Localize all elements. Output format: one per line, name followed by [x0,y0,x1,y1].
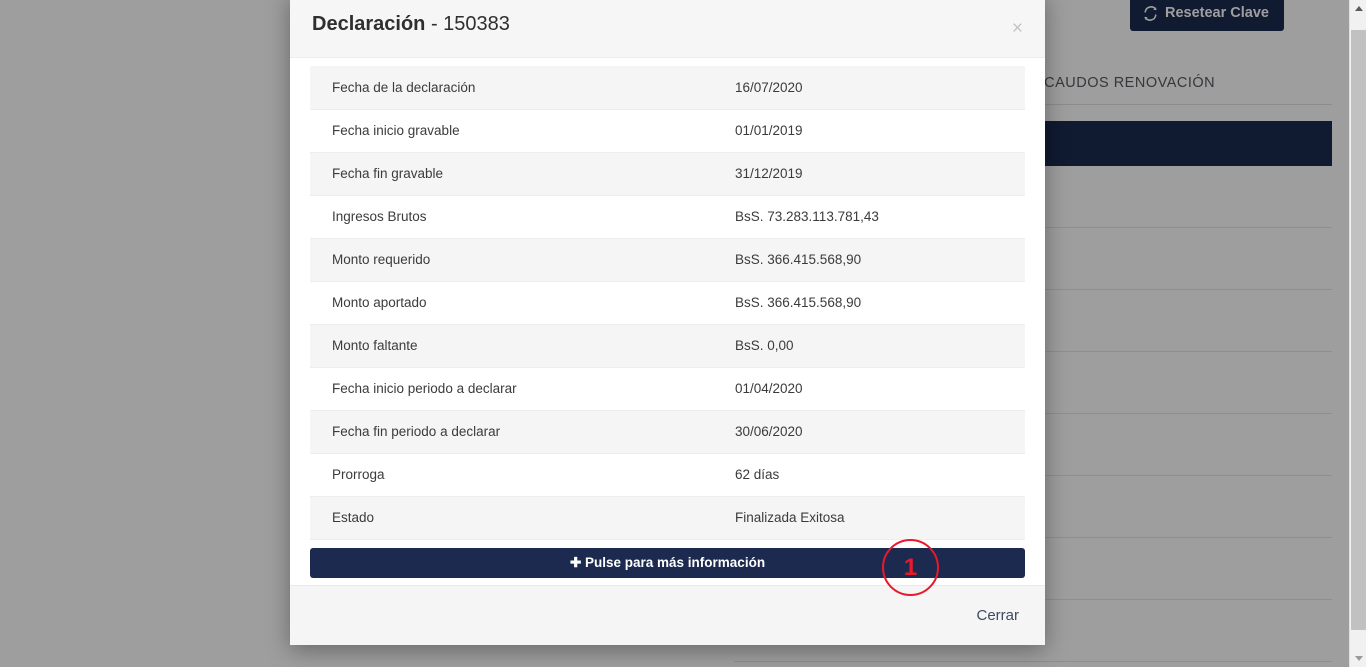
detail-value: BsS. 366.415.568,90 [735,281,1025,325]
detail-value: 31/12/2019 [735,152,1025,196]
section-title: RECAUDOS RENOVACIÓN [1023,75,1216,91]
detail-value: BsS. 73.283.113.781,43 [735,195,1025,239]
detail-label: Monto faltante [310,324,735,368]
more-info-button[interactable]: ✚ Pulse para más información [310,547,1025,578]
modal-footer: Cerrar [290,585,1045,645]
detail-label: Fecha fin gravable [310,152,735,196]
detail-row: Fecha inicio gravable 01/01/2019 [310,109,1025,153]
cerrar-button[interactable]: Cerrar [976,607,1019,624]
detail-value: 62 días [735,453,1025,497]
detail-label: Fecha inicio gravable [310,109,735,153]
detail-label: Fecha fin periodo a declarar [310,410,735,454]
detail-value: BsS. 0,00 [735,324,1025,368]
detail-row: Estado Finalizada Exitosa [310,496,1025,540]
detail-label: Monto requerido [310,238,735,282]
detail-value: 16/07/2020 [735,66,1025,110]
detail-row: Monto requerido BsS. 366.415.568,90 [310,238,1025,282]
close-icon[interactable]: × [1011,18,1023,39]
modal-body: Fecha de la declaración 16/07/2020 Fecha i… [290,58,1045,585]
reset-password-button[interactable]: Resetear Clave [1130,0,1284,31]
declaracion-detail-table: Fecha de la declaración 16/07/2020 Fecha i… [310,66,1025,540]
modal-title-bold: Declaración [312,13,426,35]
detail-row: Monto aportado BsS. 366.415.568,90 [310,281,1025,325]
detail-row: Ingresos Brutos BsS. 73.283.113.781,43 [310,195,1025,239]
page-scrollbar[interactable] [1349,0,1366,667]
detail-row: Prorroga 62 días [310,453,1025,497]
detail-label: Prorroga [310,453,735,497]
detail-value: 01/01/2019 [735,109,1025,153]
reset-password-label: Resetear Clave [1165,5,1269,22]
detail-row: Fecha fin periodo a declarar 30/06/2020 [310,410,1025,454]
detail-label: Ingresos Brutos [310,195,735,239]
detail-row: Fecha inicio periodo a declarar 01/04/202… [310,367,1025,411]
page-title: Declaración - 150383 [312,13,510,36]
detail-value: BsS. 366.415.568,90 [735,238,1025,282]
modal-header: Declaración - 150383 × [290,0,1045,58]
declaracion-modal: Declaración - 150383 × Fecha de la decla… [290,0,1045,645]
detail-value: 30/06/2020 [735,410,1025,454]
scroll-down-icon[interactable] [1350,650,1366,667]
detail-label: Fecha inicio periodo a declarar [310,367,735,411]
refresh-icon [1143,6,1158,21]
detail-value: 01/04/2020 [735,367,1025,411]
detail-label: Estado [310,496,735,540]
detail-label: Fecha de la declaración [310,66,735,110]
detail-row: Fecha fin gravable 31/12/2019 [310,152,1025,196]
detail-value: Finalizada Exitosa [735,496,1025,540]
detail-row: Monto faltante BsS. 0,00 [310,324,1025,368]
detail-label: Monto aportado [310,281,735,325]
scroll-up-icon[interactable] [1350,0,1366,17]
detail-row: Fecha de la declaración 16/07/2020 [310,66,1025,110]
modal-title-id: - 150383 [425,13,510,35]
scrollbar-thumb[interactable] [1351,30,1366,630]
